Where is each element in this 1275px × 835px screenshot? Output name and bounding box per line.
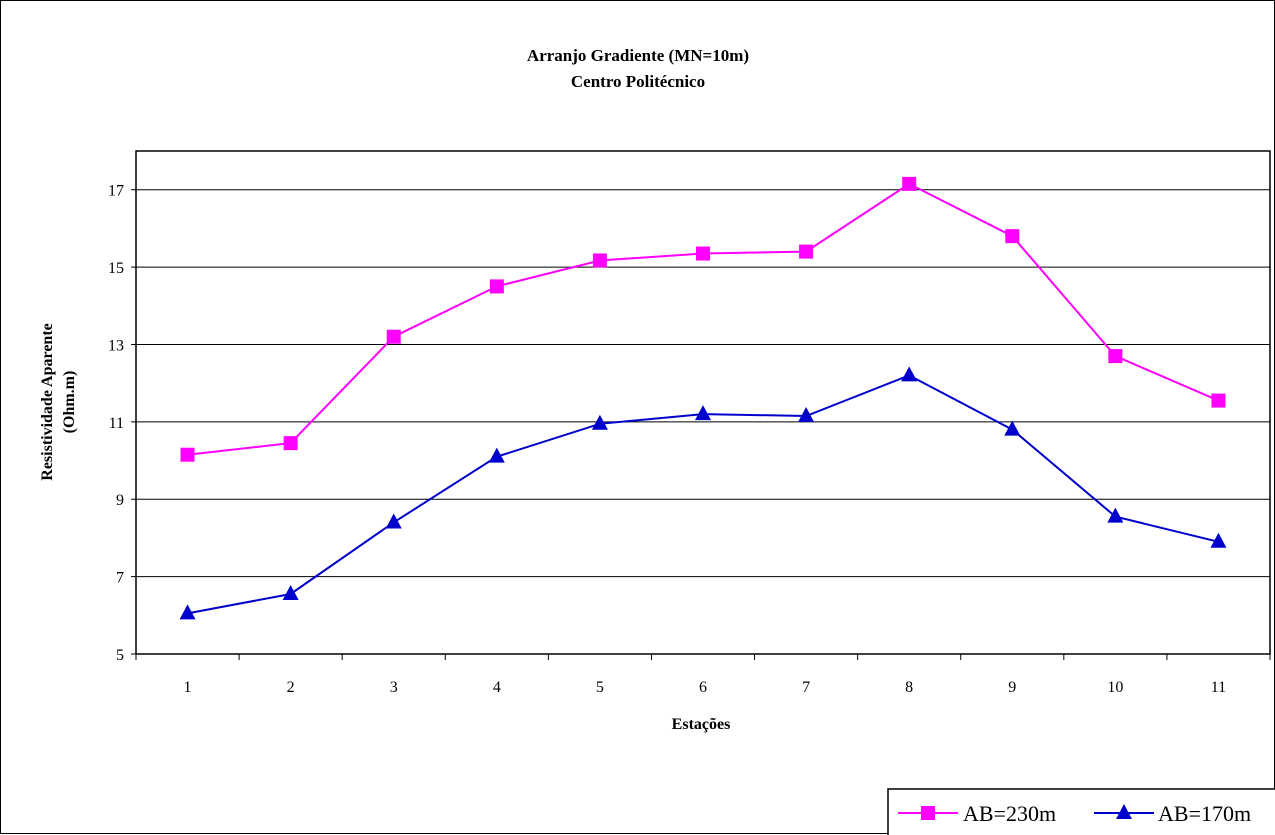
chart-title: Arranjo Gradiente (MN=10m) (527, 46, 749, 65)
data-point (489, 279, 504, 294)
data-point (592, 253, 607, 268)
data-point (488, 447, 505, 463)
plot-area (135, 150, 1271, 655)
x-tick-label: 3 (390, 679, 398, 696)
data-point (386, 329, 401, 344)
x-axis-ticks: 1 2 3 4 5 6 7 8 9 10 11 (135, 654, 1271, 696)
data-point (1005, 229, 1020, 244)
data-point (180, 447, 195, 462)
data-point (1210, 532, 1227, 548)
legend: AB=230m AB=170m (887, 788, 1275, 835)
data-point (1211, 393, 1226, 408)
data-point (283, 436, 298, 451)
y-tick-label: 17 (108, 183, 124, 200)
series-layer (179, 176, 1227, 620)
series-AB=170m (179, 366, 1227, 620)
legend-label-ab170: AB=170m (1158, 801, 1251, 826)
data-point (901, 366, 918, 382)
series-AB=230m (180, 176, 1226, 462)
x-tick-label: 8 (905, 679, 913, 696)
y-tick-label: 13 (108, 337, 124, 354)
x-tick-label: 6 (699, 679, 707, 696)
x-tick-label: 7 (802, 679, 810, 696)
x-tick-label: 9 (1008, 679, 1016, 696)
y-tick-label: 15 (108, 260, 124, 277)
x-tick-label: 11 (1211, 679, 1226, 696)
x-tick-label: 1 (184, 679, 192, 696)
y-axis-label: Resistividade Aparente (39, 323, 56, 480)
legend-label-ab230: AB=230m (963, 801, 1056, 826)
y-tick-label: 7 (116, 570, 124, 587)
chart-subtitle: Centro Politécnico (571, 72, 705, 91)
legend-marker-ab230 (921, 806, 935, 820)
data-point (696, 246, 710, 261)
data-point (695, 405, 711, 421)
data-point (282, 585, 299, 601)
y-axis-ticks: 5 7 9 11 13 15 17 (108, 183, 136, 664)
data-point (1108, 349, 1123, 364)
data-point (799, 244, 814, 259)
legend-item-ab170: AB=170m (1094, 801, 1251, 826)
data-point (798, 407, 815, 423)
x-axis-label: Estações (672, 716, 731, 733)
data-point (1107, 507, 1124, 523)
data-point (1004, 420, 1021, 436)
x-tick-label: 4 (493, 679, 501, 696)
legend-item-ab230: AB=230m (898, 801, 1056, 826)
data-point (902, 176, 917, 191)
data-point (179, 604, 196, 620)
x-tick-label: 5 (596, 679, 604, 696)
y-tick-label: 9 (116, 492, 124, 509)
legend-marker-ab170 (1116, 804, 1132, 819)
y-tick-label: 5 (116, 647, 124, 664)
x-tick-label: 2 (287, 679, 295, 696)
x-tick-label: 10 (1107, 679, 1123, 696)
gridlines (136, 189, 1270, 578)
data-point (385, 513, 402, 529)
y-tick-label: 11 (109, 415, 124, 432)
data-point (591, 414, 608, 430)
y-axis-unit-label: (Ohm.m) (61, 371, 78, 434)
